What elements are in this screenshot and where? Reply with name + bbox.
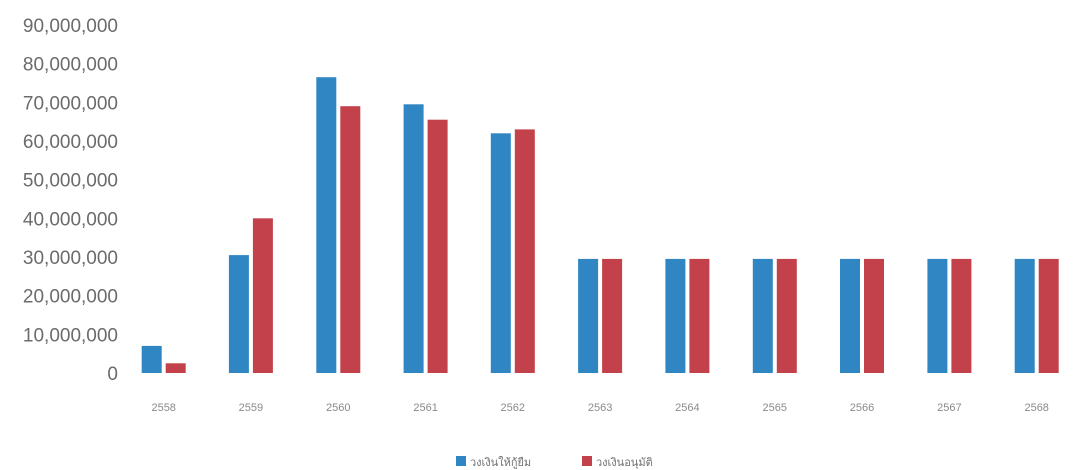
bar-approved-2558 [165, 363, 186, 373]
bar-loan-limit-2567 [927, 258, 948, 373]
bar-approved-2567 [951, 258, 972, 373]
bar-approved-2563 [602, 258, 623, 373]
bar-approved-2565 [776, 258, 797, 373]
bar-approved-2560 [340, 106, 361, 373]
legend-swatch [582, 456, 592, 466]
plot-area [141, 77, 1059, 374]
y-tick-label: 10,000,000 [23, 325, 118, 346]
x-axis: 2558 2559 2560 2561 2562 2563 2564 2565 2566 2567… [151, 402, 1048, 414]
bar-loan-limit-2561 [403, 104, 424, 374]
x-tick-label: 2563 [588, 402, 612, 414]
bar-loan-limit-2566 [840, 258, 860, 373]
y-tick-label: 20,000,000 [23, 287, 118, 308]
bar-loan-limit-2565 [752, 258, 773, 373]
y-tick-label: 0 [107, 364, 118, 385]
x-tick-label: 2567 [937, 402, 961, 414]
bar-loan-limit-2559 [228, 255, 249, 373]
bar-loan-limit-2564 [665, 258, 686, 373]
bar-approved-2562 [514, 129, 535, 373]
y-tick-label: 80,000,000 [23, 55, 118, 76]
x-tick-label: 2568 [1024, 402, 1048, 414]
x-tick-label: 2565 [763, 402, 787, 414]
legend-swatch [456, 456, 466, 466]
legend-label: วงเงินอนุมัติ [596, 457, 653, 469]
legend: วงเงินให้กู้ยืม วงเงินอนุมัติ [456, 456, 653, 469]
legend-label: วงเงินให้กู้ยืม [470, 456, 531, 469]
bar-approved-2568 [1038, 258, 1059, 373]
x-tick-label: 2564 [675, 402, 699, 414]
x-tick-label: 2566 [850, 402, 874, 414]
y-tick-label: 90,000,000 [23, 16, 118, 37]
bar-approved-2561 [427, 119, 448, 373]
y-axis: 0 10,000,000 20,000,000 30,000,000 40,000,00… [23, 16, 118, 385]
y-tick-label: 50,000,000 [23, 171, 118, 192]
y-tick-label: 60,000,000 [23, 132, 118, 153]
bar-loan-limit-2568 [1014, 258, 1035, 373]
bar-loan-limit-2563 [578, 258, 599, 373]
x-tick-label: 2560 [326, 402, 350, 414]
y-tick-label: 40,000,000 [23, 209, 118, 230]
x-tick-label: 2562 [501, 402, 525, 414]
bar-loan-limit-2560 [316, 77, 337, 373]
x-tick-label: 2559 [239, 402, 263, 414]
y-tick-label: 70,000,000 [23, 93, 118, 114]
bar-approved-2566 [864, 258, 884, 373]
x-tick-label: 2561 [413, 402, 437, 414]
bar-loan-limit-2562 [490, 133, 511, 373]
y-tick-label: 30,000,000 [23, 248, 118, 269]
bar-approved-2564 [689, 258, 710, 373]
bar-approved-2559 [252, 218, 273, 373]
x-tick-label: 2558 [151, 402, 175, 414]
bar-loan-limit-2558 [141, 345, 162, 373]
